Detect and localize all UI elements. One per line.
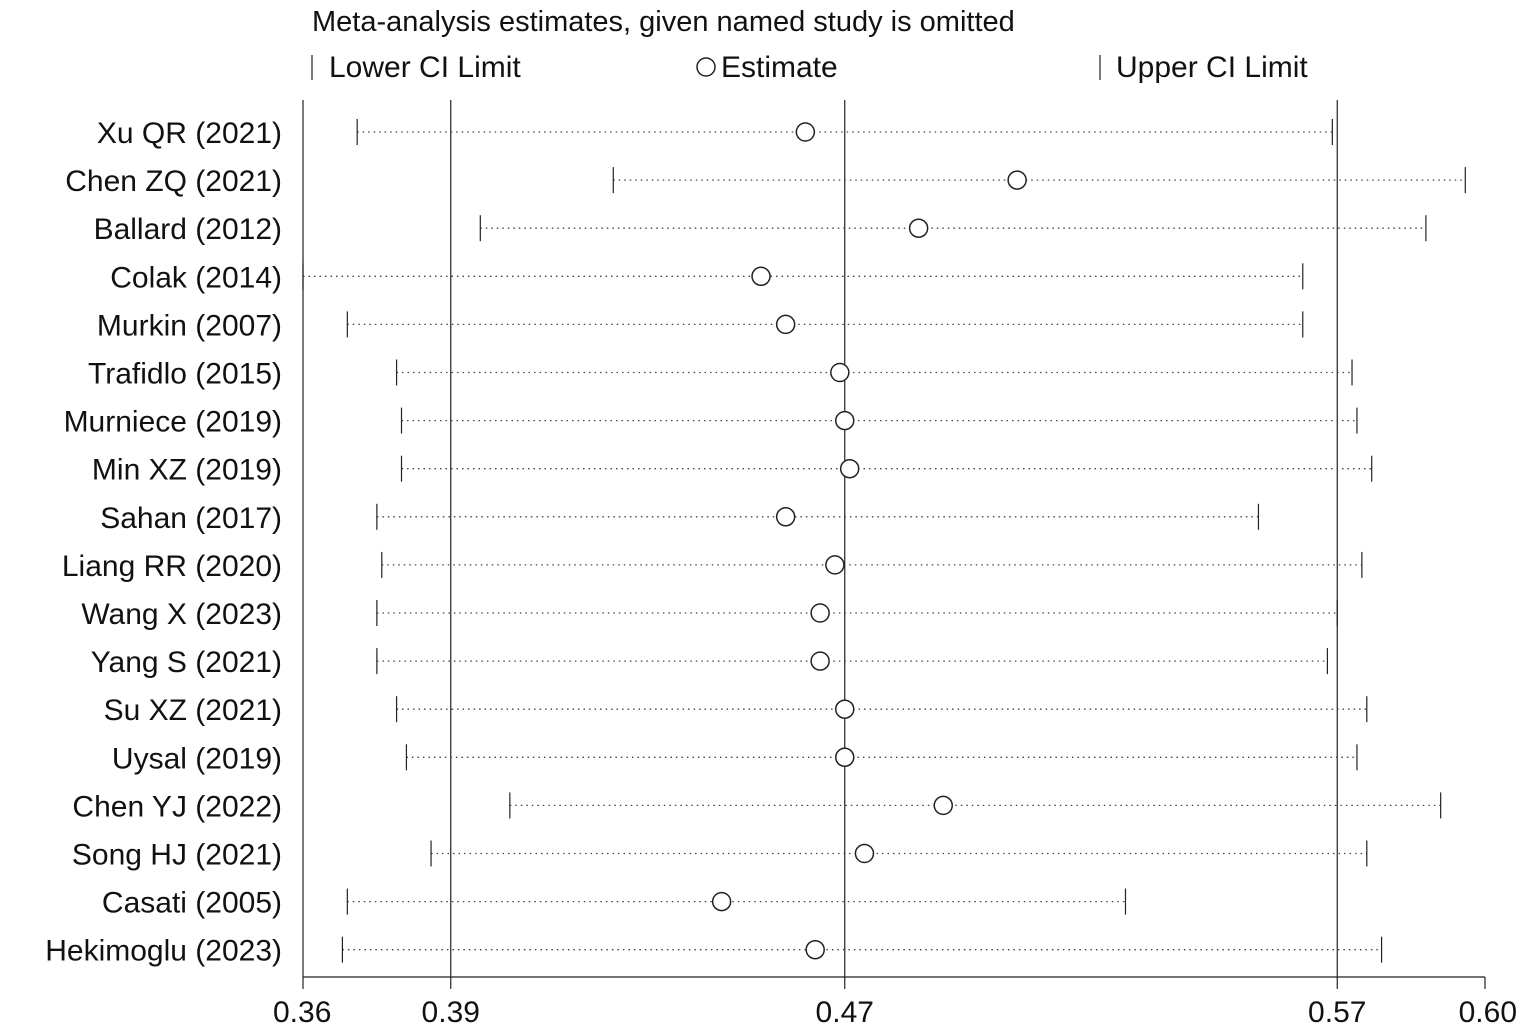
reference-lines bbox=[302, 100, 1338, 977]
study-label: Murkin (2007) bbox=[97, 309, 282, 342]
x-axis: 0.36 0.39 0.47 0.57 0.60 bbox=[273, 976, 1517, 1029]
estimate-point bbox=[775, 507, 796, 527]
x-tick-label: 0.39 bbox=[422, 996, 480, 1029]
study-label: Sahan (2017) bbox=[100, 502, 282, 535]
legend: Lower CI Limit Estimate Upper CI Limit bbox=[311, 51, 1308, 84]
estimate-point bbox=[839, 458, 860, 479]
legend-estimate-marker bbox=[696, 57, 716, 77]
estimate-point bbox=[1007, 170, 1027, 190]
study-label: Trafidlo (2015) bbox=[88, 358, 282, 391]
estimate-point bbox=[810, 603, 830, 623]
study-label: Song HJ (2021) bbox=[72, 839, 282, 872]
estimate-point bbox=[835, 410, 855, 431]
estimate-point bbox=[830, 362, 850, 383]
study-label: Xu QR (2021) bbox=[97, 117, 282, 150]
study-label: Yang S (2021) bbox=[91, 646, 282, 679]
study-label: Min XZ (2019) bbox=[92, 454, 282, 487]
study-row bbox=[341, 936, 1383, 963]
chart-title: Meta-analysis estimates, given named stu… bbox=[312, 6, 1015, 38]
study-row bbox=[376, 503, 1260, 530]
study-row bbox=[509, 792, 1442, 819]
estimate-point bbox=[775, 314, 796, 335]
study-row bbox=[395, 696, 1368, 723]
study-row bbox=[376, 600, 1338, 626]
legend-estimate-label: Estimate bbox=[721, 51, 838, 84]
study-row bbox=[381, 551, 1363, 578]
legend-lower-label: Lower CI Limit bbox=[329, 51, 521, 84]
study-label: Chen YJ (2022) bbox=[72, 790, 282, 823]
x-tick-label: 0.47 bbox=[816, 996, 874, 1029]
study-label: Murniece (2019) bbox=[64, 406, 282, 439]
study-row bbox=[405, 744, 1358, 771]
study-row bbox=[612, 167, 1466, 194]
estimate-point bbox=[835, 747, 855, 768]
study-row bbox=[356, 119, 1333, 145]
estimate-point bbox=[908, 218, 929, 238]
study-label: Hekimoglu (2023) bbox=[45, 935, 282, 968]
study-label: Ballard (2012) bbox=[94, 213, 282, 246]
study-row bbox=[400, 455, 1373, 482]
estimate-point bbox=[751, 266, 771, 287]
study-label: Colak (2014) bbox=[110, 261, 282, 294]
estimate-point bbox=[825, 555, 845, 575]
legend-upper-label: Upper CI Limit bbox=[1116, 51, 1308, 84]
estimate-point bbox=[810, 651, 830, 671]
study-label: Liang RR (2020) bbox=[62, 550, 282, 583]
study-label: Su XZ (2021) bbox=[104, 694, 282, 727]
study-label: Uysal (2019) bbox=[112, 742, 282, 775]
study-row bbox=[346, 888, 1127, 915]
study-row bbox=[346, 311, 1304, 338]
study-row bbox=[430, 840, 1368, 867]
study-row bbox=[395, 359, 1353, 386]
study-row bbox=[376, 648, 1329, 675]
x-tick-label: 0.36 bbox=[273, 996, 331, 1029]
x-tick-label: 0.60 bbox=[1459, 996, 1517, 1029]
study-label: Chen ZQ (2021) bbox=[65, 165, 282, 198]
study-row bbox=[302, 263, 1304, 290]
estimate-point bbox=[854, 843, 875, 864]
estimate-point bbox=[835, 699, 855, 719]
estimate-point bbox=[711, 891, 732, 912]
study-label: Casati (2005) bbox=[102, 887, 282, 920]
estimate-point bbox=[795, 122, 816, 142]
study-labels: Xu QR (2021) Chen ZQ (2021) Ballard (2012)… bbox=[45, 117, 282, 968]
study-row bbox=[400, 407, 1358, 434]
estimate-point bbox=[805, 939, 825, 960]
x-tick-label: 0.57 bbox=[1308, 996, 1366, 1029]
estimate-point bbox=[933, 795, 953, 816]
study-row bbox=[479, 215, 1427, 242]
study-label: Wang X (2023) bbox=[81, 598, 282, 631]
study-rows bbox=[302, 119, 1466, 963]
x-axis-ticks: 0.36 0.39 0.47 0.57 0.60 bbox=[273, 977, 1517, 1029]
